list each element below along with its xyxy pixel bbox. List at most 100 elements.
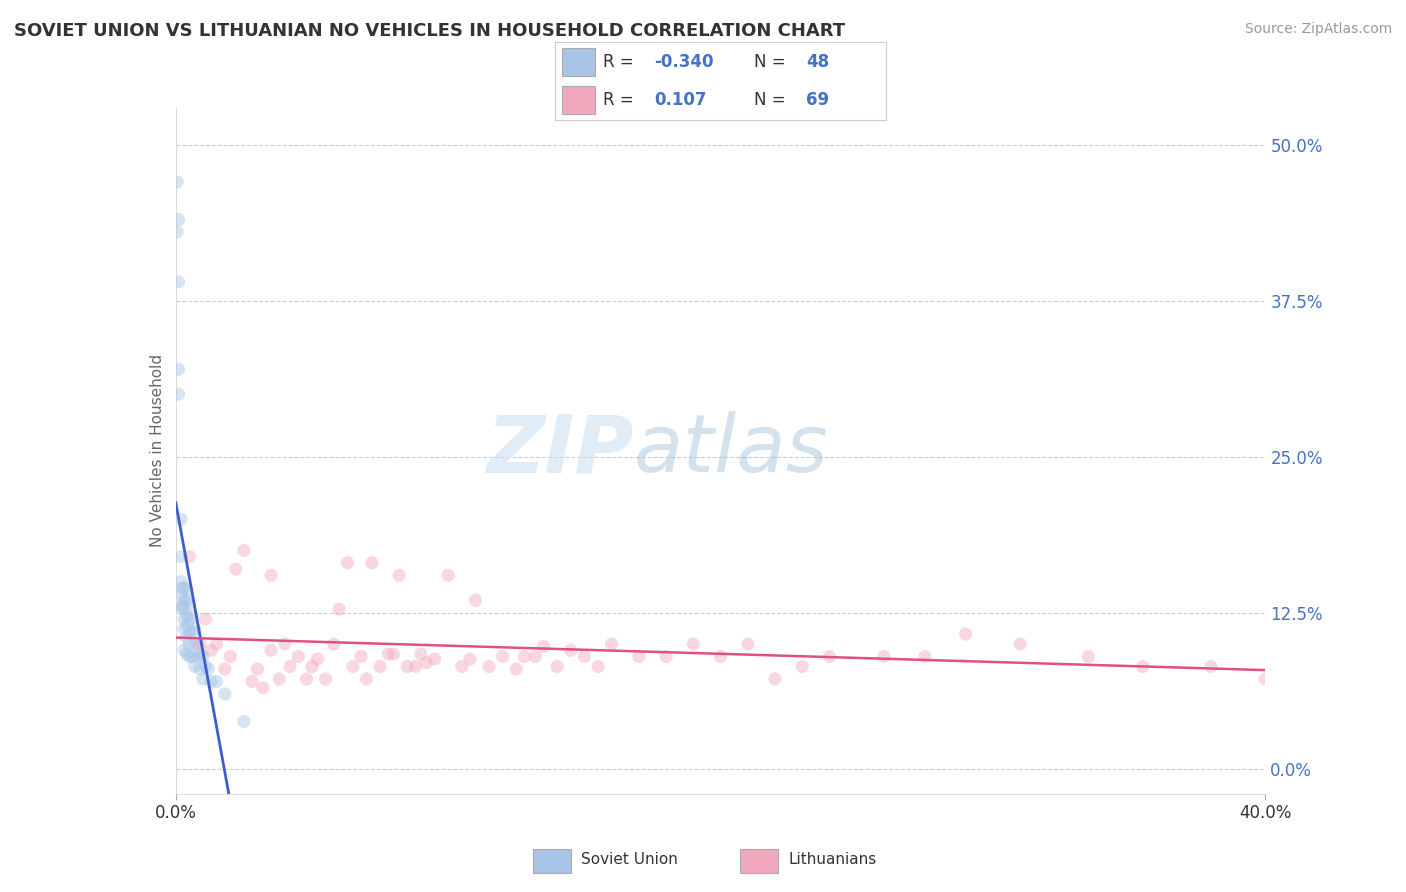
Point — [184, 637, 207, 651]
Point — [176, 618, 198, 632]
Point — [205, 674, 228, 689]
Point — [170, 599, 193, 614]
Point — [188, 662, 211, 676]
Point — [179, 624, 201, 639]
Text: SOVIET UNION VS LITHUANIAN NO VEHICLES IN HOUSEHOLD CORRELATION CHART: SOVIET UNION VS LITHUANIAN NO VEHICLES I… — [14, 22, 845, 40]
Text: 69: 69 — [807, 91, 830, 109]
Point — [763, 672, 786, 686]
Point — [194, 659, 217, 673]
Point — [524, 649, 547, 664]
Point — [873, 649, 896, 664]
Point — [173, 643, 195, 657]
Point — [188, 647, 211, 661]
Point — [409, 647, 432, 661]
Y-axis label: No Vehicles in Household: No Vehicles in Household — [149, 354, 165, 547]
Point — [360, 556, 382, 570]
Point — [627, 649, 650, 664]
Point — [818, 649, 841, 664]
Point — [186, 649, 209, 664]
Point — [246, 662, 269, 676]
Point — [179, 597, 201, 611]
Point — [1077, 649, 1099, 664]
Point — [368, 659, 391, 673]
Point — [252, 681, 274, 695]
Point — [172, 599, 194, 614]
Text: -0.340: -0.340 — [654, 54, 714, 71]
Point — [191, 649, 214, 664]
Point — [955, 627, 977, 641]
Point — [167, 387, 190, 401]
Point — [655, 649, 678, 664]
Point — [200, 643, 222, 657]
Bar — [533, 848, 571, 873]
Point — [176, 631, 198, 645]
Point — [176, 583, 198, 598]
Point — [1254, 672, 1277, 686]
Point — [710, 649, 733, 664]
Point — [173, 612, 195, 626]
Point — [173, 602, 195, 616]
Point — [350, 649, 373, 664]
Point — [232, 543, 254, 558]
Point — [382, 647, 405, 661]
Point — [260, 643, 283, 657]
Point — [181, 624, 204, 639]
Point — [574, 649, 596, 664]
Point — [388, 568, 411, 582]
Point — [260, 568, 283, 582]
Point — [173, 581, 195, 595]
Point — [737, 637, 759, 651]
Point — [342, 659, 364, 673]
Point — [464, 593, 486, 607]
Point — [173, 593, 195, 607]
Point — [179, 612, 201, 626]
Point — [179, 637, 201, 651]
Point — [200, 674, 222, 689]
Point — [356, 672, 378, 686]
Point — [682, 637, 704, 651]
Point — [1010, 637, 1032, 651]
Point — [492, 649, 515, 664]
Point — [478, 659, 501, 673]
Text: ZIP: ZIP — [486, 411, 633, 490]
Point — [600, 637, 623, 651]
Point — [423, 652, 446, 666]
Point — [173, 622, 195, 636]
Point — [240, 674, 263, 689]
Point — [914, 649, 936, 664]
Point — [214, 662, 236, 676]
Point — [287, 649, 309, 664]
Point — [232, 714, 254, 729]
Point — [167, 275, 190, 289]
Point — [170, 574, 193, 589]
Point — [188, 637, 211, 651]
Point — [295, 672, 318, 686]
Point — [166, 175, 188, 189]
Text: R =: R = — [603, 91, 634, 109]
Bar — [740, 848, 778, 873]
Point — [179, 649, 201, 664]
Point — [301, 659, 323, 673]
Point — [166, 225, 188, 239]
Text: N =: N = — [754, 91, 785, 109]
Text: 48: 48 — [807, 54, 830, 71]
Point — [184, 659, 207, 673]
Point — [179, 549, 201, 564]
Point — [269, 672, 291, 686]
Point — [274, 637, 297, 651]
Point — [176, 593, 198, 607]
Point — [450, 659, 472, 673]
Point — [546, 659, 568, 673]
Text: atlas: atlas — [633, 411, 828, 490]
Point — [315, 672, 337, 686]
Point — [336, 556, 359, 570]
Point — [170, 512, 193, 526]
Text: 0.107: 0.107 — [654, 91, 707, 109]
Point — [176, 609, 198, 624]
Point — [184, 622, 207, 636]
Point — [437, 568, 460, 582]
Text: Source: ZipAtlas.com: Source: ZipAtlas.com — [1244, 22, 1392, 37]
Text: Lithuanians: Lithuanians — [787, 853, 876, 867]
Bar — [562, 86, 595, 114]
Point — [186, 637, 209, 651]
